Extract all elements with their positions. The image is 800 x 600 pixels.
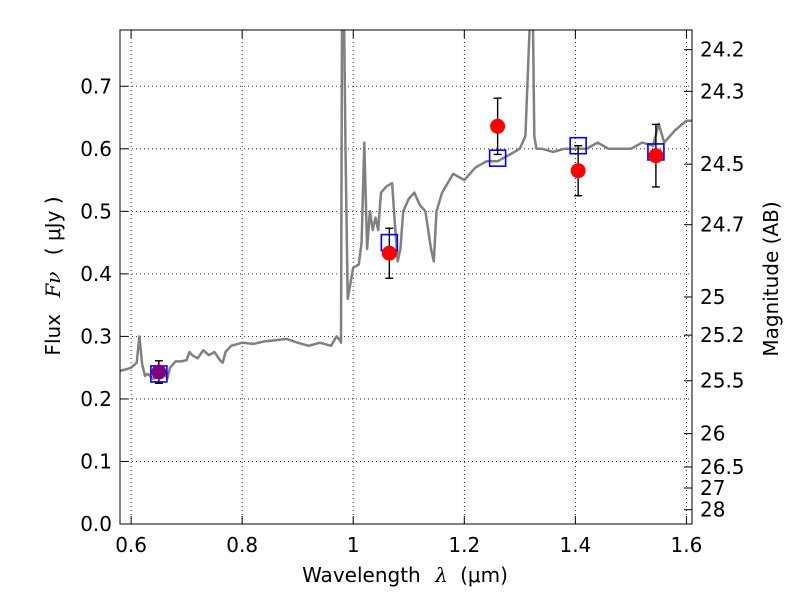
y-axis-label-symbol: Fν xyxy=(41,272,65,299)
x-axis-label: Wavelength λ (μm) xyxy=(302,563,508,587)
grid-lines xyxy=(120,30,692,525)
x-tick-label: 1 xyxy=(347,533,360,557)
y-axis-label-unit: ( μJy ) xyxy=(41,196,65,255)
y2-tick-label: 26 xyxy=(700,422,725,446)
y-axis-label-text: Flux xyxy=(41,314,65,356)
y-tick-label: 0.1 xyxy=(80,449,112,473)
observed-point xyxy=(381,245,397,261)
x-tick-label: 1.4 xyxy=(559,533,591,557)
observed-point xyxy=(490,118,506,134)
spectrum-line xyxy=(120,30,692,381)
plot-frame xyxy=(119,29,693,525)
observed-point xyxy=(570,163,586,179)
y2-tick-label: 26.5 xyxy=(700,455,745,479)
y2-tick-label: 24.3 xyxy=(700,79,745,103)
x-axis-label-text: Wavelength xyxy=(302,563,421,587)
y2-tick-label: 28 xyxy=(700,498,725,522)
x-axis-label-symbol: λ xyxy=(434,563,448,587)
y-tick-label: 0.5 xyxy=(80,199,112,223)
x-tick-label: 1.6 xyxy=(671,533,703,557)
y2-tick-label: 24.5 xyxy=(700,152,745,176)
plot-series xyxy=(120,30,692,385)
x-tick-label: 0.6 xyxy=(115,533,147,557)
observed-point xyxy=(151,364,167,380)
y2-tick-label: 27 xyxy=(700,476,725,500)
y-tick-label: 0.3 xyxy=(80,324,112,348)
y2-tick-label: 25.5 xyxy=(700,369,745,393)
plot-area xyxy=(120,30,692,385)
axis-ticks: 0.6 0.8 1 1.2 1.4 1.6 0.0 0.1 0.2 0.3 0.4 0.5 0.6 0.7… xyxy=(80,30,745,557)
observed-point xyxy=(648,148,664,164)
x-tick-label: 0.8 xyxy=(226,533,258,557)
y2-tick-label: 25 xyxy=(700,285,725,309)
y-tick-label: 0.4 xyxy=(80,262,112,286)
y2-tick-label: 25.2 xyxy=(700,323,745,347)
y2-tick-label: 24.2 xyxy=(700,38,745,62)
x-tick-label: 1.2 xyxy=(448,533,480,557)
y2-axis-label: Magnitude (AB) xyxy=(759,201,783,356)
y-tick-label: 0.2 xyxy=(80,387,112,411)
y-axis-label: Flux Fν ( μJy ) xyxy=(41,196,65,355)
y-tick-label: 0.6 xyxy=(80,137,112,161)
y-tick-label: 0.7 xyxy=(80,74,112,98)
y-tick-label: 0.0 xyxy=(80,512,112,536)
y2-tick-label: 24.7 xyxy=(700,213,745,237)
x-axis-label-unit: (μm) xyxy=(460,563,508,587)
